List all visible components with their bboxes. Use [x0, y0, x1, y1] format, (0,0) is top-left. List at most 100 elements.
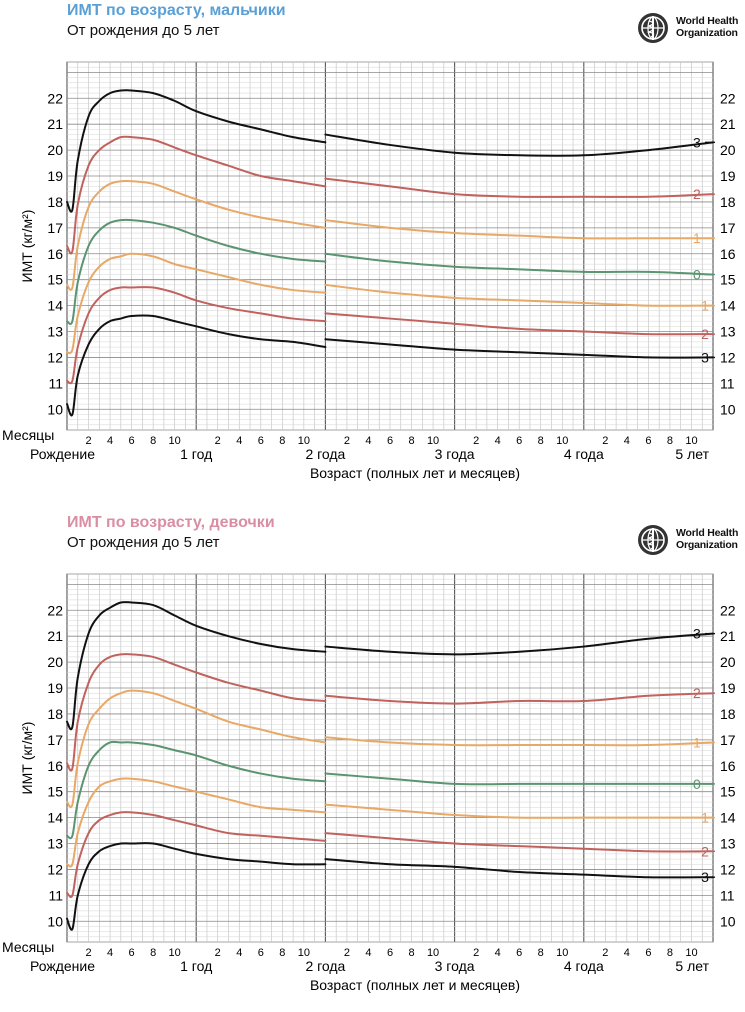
y-tick-label-right: 15 — [720, 784, 736, 800]
y-tick-label-right: 19 — [720, 168, 736, 184]
series-line-0-0-2y — [66, 218, 327, 325]
y-tick-label-right: 20 — [720, 654, 736, 670]
month-tick-label: 8 — [279, 435, 285, 447]
month-tick-label: 2 — [473, 435, 479, 447]
series-line-0-0-2y — [66, 740, 327, 840]
series-label--2: −2 — [693, 326, 709, 342]
series-line-3-0-2y — [66, 601, 327, 731]
series-label-0: 0 — [693, 776, 701, 792]
month-tick-label: 6 — [129, 947, 135, 959]
series-label--1: −1 — [693, 810, 709, 826]
series-line--1-2-5y — [324, 283, 714, 307]
series-label--3: −3 — [693, 869, 709, 885]
y-tick-label-left: 22 — [47, 90, 63, 106]
month-tick-label: 10 — [556, 435, 568, 447]
month-tick-label: 2 — [602, 435, 608, 447]
month-tick-label: 10 — [556, 947, 568, 959]
y-tick-label-left: 17 — [47, 220, 63, 236]
x-axis-label: Возраст (полных лет и месяцев) — [310, 465, 520, 481]
chart-subtitle: От рождения до 5 лет — [67, 534, 220, 551]
series-line-2-2-5y — [324, 177, 714, 198]
y-tick-label-right: 18 — [720, 194, 736, 210]
year-label: Рождение — [30, 446, 95, 462]
y-tick-label-left: 16 — [47, 758, 63, 774]
series-line--1-2-5y — [324, 803, 714, 819]
y-tick-label-right: 18 — [720, 706, 736, 722]
month-tick-label: 2 — [344, 947, 350, 959]
year-label: 3 года — [435, 446, 475, 462]
chart-title: ИМТ по возрасту, мальчики — [67, 2, 286, 19]
who-emblem-icon — [638, 525, 668, 555]
year-label: Рождение — [30, 958, 95, 974]
month-tick-label: 4 — [495, 435, 501, 447]
x-axis-label: Возраст (полных лет и месяцев) — [310, 977, 520, 993]
month-tick-label: 8 — [538, 947, 544, 959]
year-label: 4 года — [564, 958, 604, 974]
year-label: 1 год — [180, 958, 212, 974]
who-emblem-icon — [638, 13, 668, 43]
months-label: Месяцы — [2, 427, 54, 443]
series-line-1-0-2y — [66, 689, 327, 809]
chart-subtitle: От рождения до 5 лет — [67, 22, 220, 39]
series-label-1: 1 — [693, 230, 701, 246]
year-label: 5 лет — [675, 958, 709, 974]
y-tick-label-left: 12 — [47, 349, 63, 365]
month-tick-label: 4 — [624, 947, 630, 959]
y-tick-label-right: 11 — [720, 887, 735, 903]
month-tick-label: 2 — [473, 947, 479, 959]
month-tick-label: 10 — [169, 947, 181, 959]
month-tick-label: 6 — [258, 435, 264, 447]
month-tick-label: 10 — [298, 435, 310, 447]
month-tick-label: 8 — [667, 947, 673, 959]
month-tick-label: 2 — [602, 947, 608, 959]
month-tick-label: 8 — [408, 947, 414, 959]
y-tick-label-right: 17 — [720, 732, 736, 748]
month-tick-label: 4 — [107, 947, 113, 959]
month-tick-label: 10 — [169, 435, 181, 447]
series-line--3-0-2y — [66, 314, 327, 417]
y-tick-label-left: 10 — [47, 401, 63, 417]
series-label-2: 2 — [693, 186, 701, 202]
month-tick-label: 4 — [236, 435, 242, 447]
y-tick-label-left: 21 — [47, 116, 63, 132]
month-tick-label: 8 — [150, 947, 156, 959]
series-line-2-0-2y — [66, 653, 327, 772]
boys-bmi-chart-panel: ИМТ по возрасту, мальчики От рождения до… — [0, 0, 745, 500]
series-line-0-2-5y — [324, 252, 714, 276]
month-tick-label: 10 — [298, 947, 310, 959]
series-line-2-2-5y — [324, 692, 714, 705]
month-tick-label: 10 — [427, 435, 439, 447]
series-line--2-0-2y — [66, 286, 327, 385]
month-tick-label: 8 — [408, 435, 414, 447]
y-tick-label-left: 14 — [47, 298, 63, 314]
series-line--1-0-2y — [66, 252, 327, 355]
month-tick-label: 2 — [215, 947, 221, 959]
y-tick-label-right: 10 — [720, 401, 736, 417]
y-tick-label-right: 22 — [720, 90, 736, 106]
who-logo-line1: World Health — [676, 527, 739, 539]
month-tick-label: 6 — [516, 947, 522, 959]
y-tick-label-right: 16 — [720, 246, 736, 262]
y-tick-label-right: 21 — [720, 628, 736, 644]
y-tick-label-right: 21 — [720, 116, 736, 132]
series-line-2-0-2y — [66, 135, 327, 255]
who-logo: World Health Organization — [637, 12, 745, 44]
series-line-1-2-5y — [324, 219, 714, 240]
months-label: Месяцы — [2, 939, 54, 955]
y-tick-label-left: 14 — [47, 810, 63, 826]
y-tick-label-right: 16 — [720, 758, 736, 774]
month-tick-label: 8 — [279, 947, 285, 959]
y-tick-label-left: 18 — [47, 194, 63, 210]
series-line--2-2-5y — [324, 312, 714, 336]
y-axis-label: ИМТ (кг/м²) — [19, 722, 35, 795]
y-tick-label-right: 14 — [720, 810, 736, 826]
year-label: 2 года — [305, 446, 345, 462]
y-tick-label-left: 19 — [47, 680, 63, 696]
year-label: 1 год — [180, 446, 212, 462]
y-tick-label-right: 20 — [720, 142, 736, 158]
series-label--1: −1 — [693, 298, 709, 314]
month-tick-label: 6 — [129, 435, 135, 447]
y-tick-label-left: 13 — [47, 324, 63, 340]
month-tick-label: 6 — [645, 435, 651, 447]
